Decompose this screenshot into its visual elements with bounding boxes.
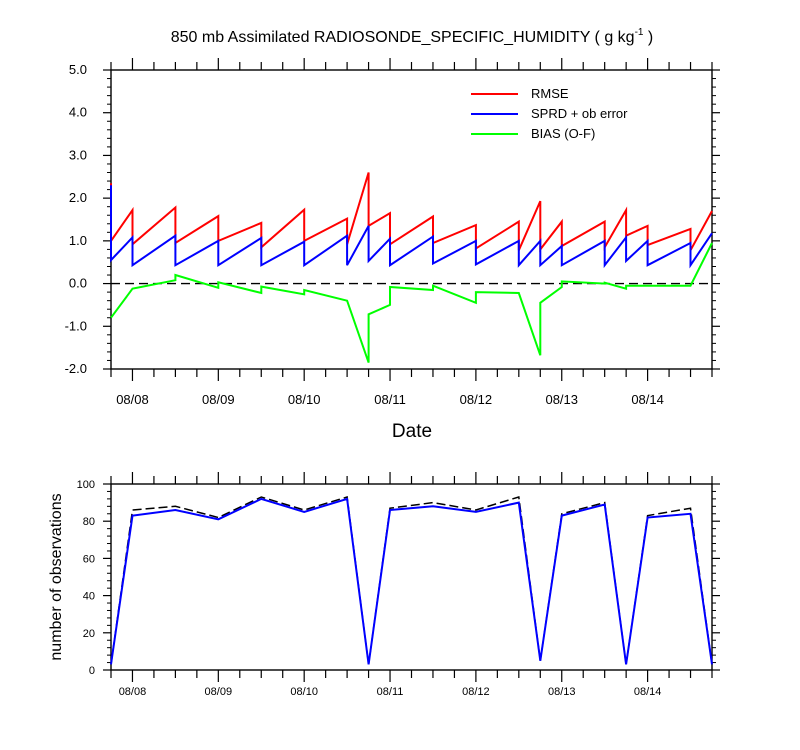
series-line bbox=[110, 185, 713, 269]
y-tick-label: 3.0 bbox=[69, 147, 87, 162]
series-line bbox=[110, 497, 713, 665]
x-axis-label: Date bbox=[392, 421, 432, 442]
rmse-spread-bias-plot: -2.0-1.00.01.02.03.04.05.0 08/08 08/09 08/… bbox=[65, 58, 720, 407]
x-tick-label: 08/14 bbox=[631, 392, 664, 407]
y-tick-labels: 0 20 40 60 80 100 bbox=[77, 479, 95, 677]
y-tick-label: 0.0 bbox=[69, 276, 87, 291]
y-tick-labels: -2.0 -1.0 0.0 1.0 2.0 3.0 4.0 5.0 bbox=[65, 62, 87, 376]
y-tick-label: 80 bbox=[83, 516, 95, 528]
y-axis-label: number of observations bbox=[48, 493, 65, 660]
chart-title: 850 mb Assimilated RADIOSONDE_SPECIFIC_H… bbox=[171, 27, 654, 46]
y-tick-label: 0 bbox=[89, 665, 95, 677]
y-tick-label: -1.0 bbox=[65, 318, 87, 333]
legend: RMSE SPRD + ob error BIAS (O-F) bbox=[471, 86, 628, 141]
legend-label: BIAS (O-F) bbox=[531, 126, 595, 141]
series-group bbox=[110, 496, 713, 665]
y-tick-label: 60 bbox=[83, 553, 95, 565]
series-group bbox=[110, 172, 713, 363]
y-tick-label: 5.0 bbox=[69, 62, 87, 77]
x-tick-label: 08/09 bbox=[205, 686, 233, 698]
y-tick-label: 1.0 bbox=[69, 233, 87, 248]
series-line bbox=[110, 172, 713, 253]
x-tick-labels: 08/08 08/09 08/10 08/11 08/12 08/13 08/14 bbox=[119, 686, 662, 698]
x-tick-label: 08/13 bbox=[545, 392, 578, 407]
y-tick-label: 40 bbox=[83, 591, 95, 603]
y-tick-label: 20 bbox=[83, 628, 95, 640]
plot-frame-group bbox=[103, 472, 720, 682]
legend-label: SPRD + ob error bbox=[531, 106, 628, 121]
plot-frame bbox=[110, 483, 713, 671]
plot-frame-group bbox=[103, 58, 720, 381]
y-tick-label: 100 bbox=[77, 479, 95, 491]
x-tick-label: 08/08 bbox=[116, 392, 149, 407]
legend-label: RMSE bbox=[531, 86, 569, 101]
y-tick-label: -2.0 bbox=[65, 361, 87, 376]
x-tick-label: 08/10 bbox=[290, 686, 318, 698]
x-tick-labels: 08/08 08/09 08/10 08/11 08/12 08/13 08/14 bbox=[116, 392, 664, 407]
y-tick-label: 2.0 bbox=[69, 190, 87, 205]
x-tick-label: 08/11 bbox=[374, 392, 406, 407]
series-line bbox=[110, 242, 713, 363]
x-tick-label: 08/10 bbox=[288, 392, 321, 407]
x-tick-label: 08/12 bbox=[462, 686, 490, 698]
x-tick-label: 08/08 bbox=[119, 686, 147, 698]
x-tick-label: 08/11 bbox=[377, 686, 404, 698]
x-tick-label: 08/14 bbox=[634, 686, 662, 698]
y-tick-label: 4.0 bbox=[69, 105, 87, 120]
x-tick-label: 08/09 bbox=[202, 392, 235, 407]
x-tick-label: 08/13 bbox=[548, 686, 576, 698]
x-tick-label: 08/12 bbox=[460, 392, 493, 407]
